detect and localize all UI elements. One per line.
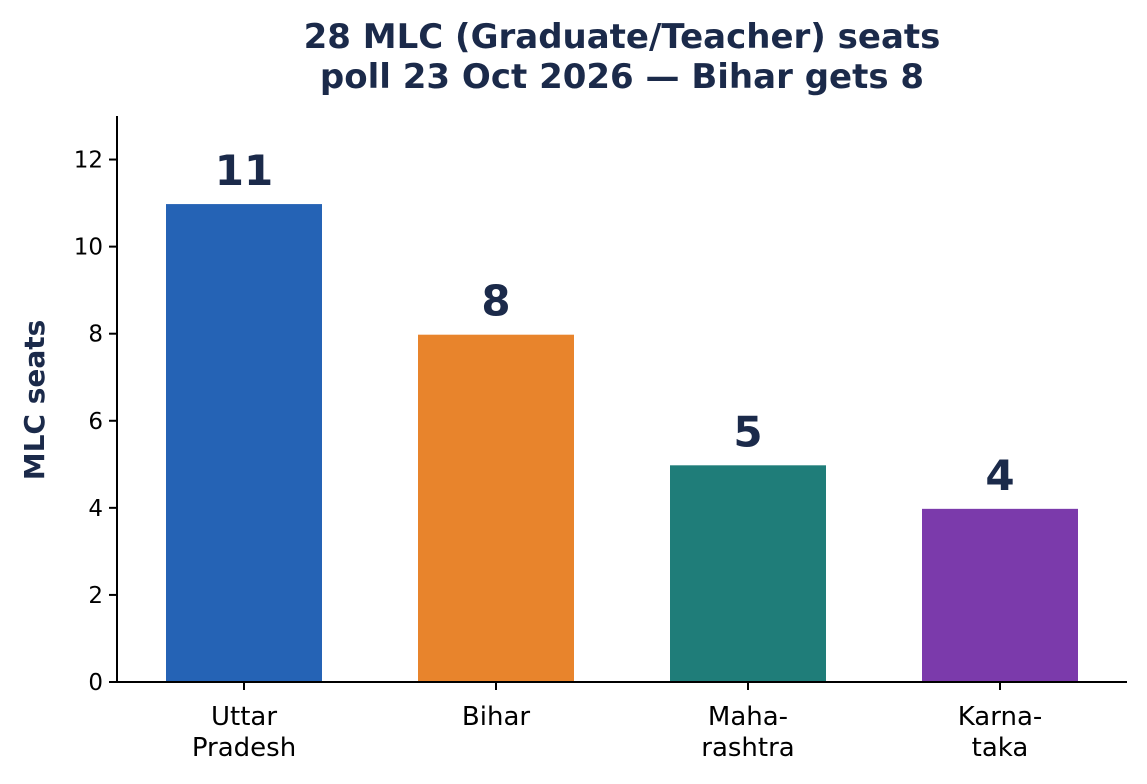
x-tick-label: taka <box>972 733 1029 763</box>
y-tick-label: 8 <box>88 322 103 348</box>
y-tick-label: 4 <box>88 496 103 522</box>
x-tick-label: Maha- <box>708 702 788 732</box>
x-tick-label: Karna- <box>958 702 1043 732</box>
chart-title-line-1: 28 MLC (Graduate/Teacher) seats <box>304 17 941 57</box>
bar <box>164 202 324 683</box>
x-tick-label: Pradesh <box>192 733 296 763</box>
bar <box>416 332 576 683</box>
y-tick-label: 0 <box>88 670 103 696</box>
x-tick-label: Uttar <box>211 702 277 732</box>
y-tick-label: 10 <box>74 235 103 261</box>
bar <box>920 506 1080 683</box>
bar <box>668 463 828 683</box>
y-tick-label: 6 <box>88 409 103 435</box>
bar-value-label: 5 <box>733 407 762 456</box>
bar-value-label: 4 <box>985 451 1014 500</box>
chart-title: 28 MLC (Graduate/Teacher) seats poll 23 … <box>304 17 941 97</box>
bar-value-label: 8 <box>481 277 510 326</box>
bar-value-label: 11 <box>215 146 273 195</box>
x-tick-label: Bihar <box>462 702 530 732</box>
x-tick-label: rashtra <box>701 733 794 763</box>
y-axis-label: MLC seats <box>18 320 51 481</box>
y-tick-label: 2 <box>88 583 103 609</box>
chart-title-line-2: poll 23 Oct 2026 — Bihar gets 8 <box>320 57 924 97</box>
y-tick-label: 12 <box>74 148 103 174</box>
